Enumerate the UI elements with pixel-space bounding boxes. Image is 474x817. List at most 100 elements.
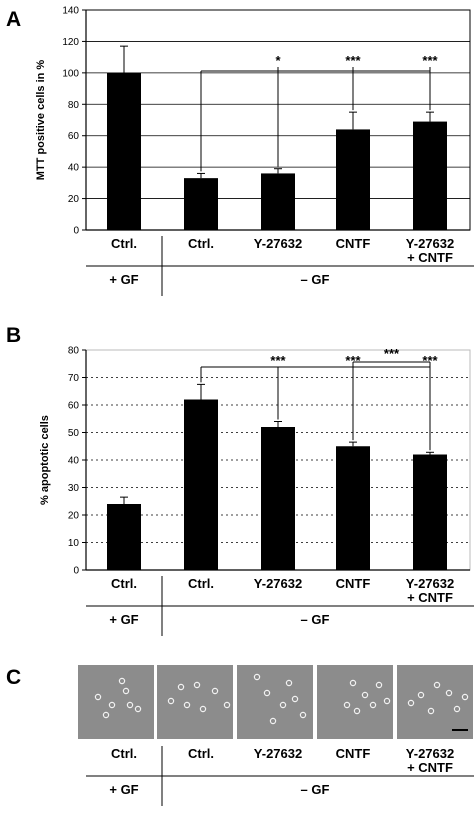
chart-b-y-axis-label: % apoptotic cells (39, 415, 51, 505)
chart-b-bar-2 (261, 427, 295, 570)
micrograph-cell-2-0 (253, 673, 261, 681)
chart-a-y-tick-label-7: 140 (62, 6, 79, 17)
chart-a-y-tick-label-4: 80 (68, 100, 80, 111)
micrograph-cell-1-5 (223, 701, 231, 709)
chart-b-group-label-1: – GF (301, 612, 330, 627)
micrograph-4 (397, 665, 473, 739)
chart-b-y-tick-label-4: 40 (68, 456, 80, 467)
chart-a-category-label-0: Ctrl. (111, 236, 137, 251)
chart-a-y-tick-label-3: 60 (68, 131, 80, 142)
micrograph-cell-2-1 (263, 689, 271, 697)
chart-a-y-tick-label-5: 100 (62, 68, 79, 79)
chart-a-y-tick-label-6: 120 (62, 37, 79, 48)
chart-a-bar-1 (184, 178, 218, 230)
panel-c-category-label-3: CNTF (336, 746, 371, 761)
chart-b-y-tick-label-2: 20 (68, 511, 80, 522)
chart-b-category-label-2: Y-27632 (254, 576, 302, 591)
panel-c-category-label-0: Ctrl. (111, 746, 137, 761)
chart-a-bar-3 (336, 129, 370, 230)
micrograph-cell-2-6 (269, 717, 277, 725)
chart-b: 0 10 20 30 40 50 60 70 80 % apoptotic cells *** ***… (39, 346, 474, 636)
panel-c-category-label-1: Ctrl. (188, 746, 214, 761)
micrograph-cell-4-1 (417, 691, 425, 699)
micrograph-cell-3-0 (349, 679, 357, 687)
chart-a-group-label-0: + GF (109, 272, 138, 287)
micrograph-2 (237, 665, 313, 739)
micrograph-cell-4-0 (407, 699, 415, 707)
micrograph-cell-1-3 (211, 687, 219, 695)
chart-a-y-tick-label-1: 20 (68, 194, 80, 205)
micrograph-cell-1-4 (193, 681, 201, 689)
chart-b-category-label-4: Y-27632 (406, 576, 454, 591)
micrograph-cell-0-2 (122, 687, 130, 695)
micrograph-cell-2-4 (299, 711, 307, 719)
chart-b-bar-4 (413, 454, 447, 570)
chart-a-significance-label-1: *** (345, 53, 361, 68)
panel-c-category-label-2: Y-27632 (254, 746, 302, 761)
chart-a-significance-label-2: *** (422, 53, 438, 68)
panel-letter-c: C (6, 666, 21, 689)
panel-letter-a: A (6, 8, 21, 31)
chart-b-bar-0 (107, 504, 141, 570)
micrograph-1 (157, 665, 233, 739)
panel-letter-b: B (6, 324, 21, 347)
chart-b-y-tick-label-5: 50 (68, 428, 80, 439)
chart-a-category-label-2: Y-27632 (254, 236, 302, 251)
micrograph-cell-1-2 (199, 705, 207, 713)
chart-b-significance-label-3: *** (384, 346, 400, 361)
micrograph-cell-0-0 (94, 693, 102, 701)
panel-c-group-label-0: + GF (109, 782, 138, 797)
chart-a-category-label-3: CNTF (336, 236, 371, 251)
panel-c-micrographs: Ctrl. Ctrl. Y-27632 CNTF Y-27632+ CNTF+ GF – … (78, 665, 474, 806)
chart-a-bar-4 (413, 121, 447, 230)
micrograph-cell-4-4 (453, 705, 461, 713)
micrograph-cell-3-6 (343, 701, 351, 709)
micrograph-3 (317, 665, 393, 739)
micrograph-cell-1-0 (167, 697, 175, 705)
chart-b-bar-1 (184, 399, 218, 570)
chart-b-y-tick-label-3: 30 (68, 483, 80, 494)
micrograph-cell-1-1 (183, 701, 191, 709)
chart-b-significance-label-0: *** (270, 353, 286, 368)
chart-a-category-label-4: + CNTF (407, 250, 453, 265)
micrograph-cell-2-3 (291, 695, 299, 703)
chart-a-category-label-4: Y-27632 (406, 236, 454, 251)
micrograph-cell-3-4 (353, 707, 361, 715)
panel-c-category-label-4: + CNTF (407, 760, 453, 775)
micrograph-cell-3-5 (383, 697, 391, 705)
chart-b-significance-label-1: *** (345, 353, 361, 368)
chart-b-y-tick-label-6: 60 (68, 401, 80, 412)
micrograph-cell-1-6 (177, 683, 185, 691)
panel-c-category-label-4: Y-27632 (406, 746, 454, 761)
chart-b-significance-label-2: *** (422, 353, 438, 368)
chart-a-bar-0 (107, 72, 141, 230)
chart-b-y-tick-label-7: 70 (68, 373, 80, 384)
micrograph-0 (78, 665, 154, 739)
chart-a-significance-label-0: * (275, 53, 281, 68)
micrograph-cell-0-5 (118, 677, 126, 685)
micrograph-cell-2-2 (279, 701, 287, 709)
chart-a-bar-2 (261, 173, 295, 230)
chart-b-category-label-3: CNTF (336, 576, 371, 591)
micrograph-cell-4-6 (427, 707, 435, 715)
micrograph-cell-0-6 (102, 711, 110, 719)
chart-a-category-label-1: Ctrl. (188, 236, 214, 251)
chart-a: 0 20 40 60 80 100 120 140 MTT positive cells in … (35, 6, 474, 296)
micrograph-cell-4-5 (461, 693, 469, 701)
micrograph-cell-0-3 (126, 701, 134, 709)
micrograph-cell-0-1 (108, 701, 116, 709)
micrograph-cell-0-4 (134, 705, 142, 713)
chart-b-category-label-1: Ctrl. (188, 576, 214, 591)
chart-a-group-label-1: – GF (301, 272, 330, 287)
chart-b-category-label-0: Ctrl. (111, 576, 137, 591)
micrograph-cell-4-3 (445, 689, 453, 697)
micrograph-cell-3-1 (361, 691, 369, 699)
chart-b-y-tick-label-8: 80 (68, 346, 80, 357)
chart-a-y-tick-label-0: 0 (73, 226, 79, 237)
panel-c-group-label-1: – GF (301, 782, 330, 797)
chart-a-y-tick-label-2: 40 (68, 163, 80, 174)
chart-b-y-tick-label-1: 10 (68, 538, 80, 549)
chart-b-group-label-0: + GF (109, 612, 138, 627)
chart-a-y-axis-label: MTT positive cells in % (35, 60, 47, 181)
